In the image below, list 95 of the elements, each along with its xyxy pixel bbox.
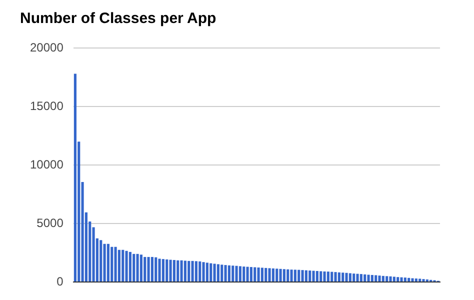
bar <box>312 270 315 282</box>
bar <box>334 272 337 282</box>
y-tick-label: 5000 <box>36 216 64 230</box>
bar <box>396 277 400 282</box>
bar <box>246 266 249 282</box>
bar <box>342 272 344 282</box>
bar <box>272 268 274 282</box>
bar <box>356 274 359 282</box>
bar <box>418 278 422 282</box>
bar <box>238 266 242 282</box>
bar <box>228 265 230 282</box>
bar <box>386 276 388 282</box>
bar <box>301 270 304 282</box>
bar <box>184 260 186 282</box>
bar <box>408 278 410 282</box>
bar <box>370 274 374 282</box>
bar <box>100 240 102 282</box>
bar <box>132 254 136 282</box>
bar <box>364 274 366 282</box>
bar <box>276 268 278 282</box>
bar <box>216 264 220 282</box>
y-tick-label: 15000 <box>30 98 64 113</box>
bar <box>147 256 150 282</box>
bar <box>264 268 268 282</box>
bar <box>213 264 216 282</box>
bar <box>103 244 106 282</box>
bar <box>330 272 334 282</box>
bar <box>367 274 370 282</box>
bar <box>154 257 158 282</box>
bar <box>166 259 168 282</box>
bar <box>235 266 238 282</box>
bar <box>162 259 164 282</box>
bar <box>191 260 194 282</box>
bar <box>202 262 205 282</box>
y-tick-label: 0 <box>56 274 64 288</box>
bar <box>360 274 362 282</box>
bar <box>257 267 260 282</box>
bar <box>254 267 256 282</box>
bar <box>338 272 340 282</box>
bar <box>210 263 212 282</box>
bar <box>282 269 286 282</box>
bar <box>279 268 282 282</box>
bar <box>224 265 227 282</box>
y-tick-label: 20000 <box>30 40 64 54</box>
bar <box>220 264 224 282</box>
bar <box>232 266 234 282</box>
bar <box>378 276 381 282</box>
bar <box>320 271 322 282</box>
bar <box>323 271 326 282</box>
chart-title: Number of Classes per App <box>20 10 216 28</box>
bar <box>308 270 312 282</box>
bar <box>128 252 132 282</box>
bar <box>404 278 406 282</box>
bar <box>206 262 208 282</box>
bar <box>74 74 76 282</box>
bar <box>144 256 146 282</box>
bar <box>304 270 308 282</box>
bar <box>414 278 418 282</box>
bar <box>242 266 246 282</box>
bar <box>286 269 290 282</box>
bar <box>180 260 183 282</box>
bar <box>348 273 352 282</box>
bar <box>326 272 330 282</box>
bar <box>172 260 176 282</box>
bar <box>290 270 293 282</box>
bar <box>114 246 117 282</box>
bar <box>194 261 198 282</box>
bar <box>400 277 403 282</box>
bar <box>136 254 139 282</box>
bar <box>352 274 356 282</box>
bar <box>250 267 252 282</box>
bar <box>268 268 271 282</box>
bar <box>294 270 296 282</box>
bar <box>298 270 300 282</box>
bar <box>316 271 318 282</box>
bar <box>106 244 110 282</box>
bar <box>110 246 114 282</box>
bar <box>374 275 378 282</box>
bar <box>122 250 124 282</box>
bar <box>382 276 384 282</box>
bar <box>411 278 414 282</box>
bar <box>389 276 392 282</box>
y-tick-label: 10000 <box>30 157 64 172</box>
bar <box>188 260 190 282</box>
bar <box>118 250 120 282</box>
bar <box>169 260 172 282</box>
bar <box>345 272 348 282</box>
bar <box>198 261 202 282</box>
bar <box>140 254 142 282</box>
bar <box>260 268 264 282</box>
bar <box>392 276 396 282</box>
bar <box>150 256 154 282</box>
bar <box>158 258 161 282</box>
bar <box>176 260 180 282</box>
bar <box>125 250 128 282</box>
